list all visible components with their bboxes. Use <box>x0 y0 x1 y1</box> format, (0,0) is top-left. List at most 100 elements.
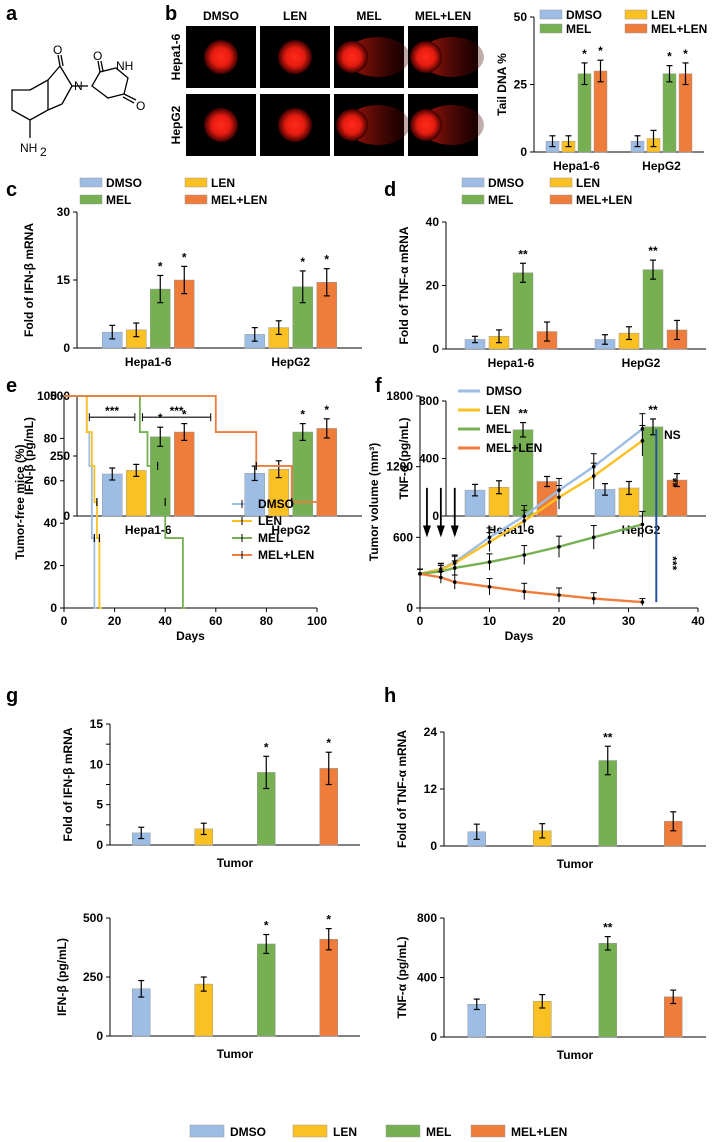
data-point <box>522 553 527 557</box>
y-tick-label: 0 <box>63 341 70 355</box>
legend-swatch <box>539 9 563 20</box>
y-tick-label: 30 <box>57 205 71 219</box>
chart-h2: 0 400 800 TNF-α (pg/mL) ** Tumor <box>395 911 706 1062</box>
significance-label: * <box>182 408 187 422</box>
panel-label-e: e <box>6 375 17 397</box>
data-point <box>487 560 492 564</box>
comet-row-label: HepG2 <box>169 105 183 144</box>
y-tick-label: 1800 <box>386 389 413 403</box>
x-tick-label: Hepa1-6 <box>488 356 535 370</box>
y-tick-label: 0 <box>406 601 413 615</box>
data-point <box>487 540 492 544</box>
bar-mel-len <box>678 73 693 153</box>
legend-label: MEL <box>488 193 513 207</box>
legend-label: LEN <box>211 176 235 190</box>
comet-head <box>410 109 442 141</box>
significance-label: * <box>667 50 672 64</box>
significance-label: * <box>158 411 163 425</box>
y-tick-label: 400 <box>419 452 439 466</box>
x-tick-label: 40 <box>691 614 705 628</box>
comet-head <box>204 40 238 74</box>
legend-label: MEL <box>426 1125 451 1139</box>
chart-d1: 0 20 40 Fold of TNF-α mRNA ** Hepa1-6 ** HepG2 D… <box>397 176 706 370</box>
y-tick-label: 20 <box>44 559 58 573</box>
legend-label: MEL+LEN <box>576 193 632 207</box>
structure-atom-nh: NH <box>116 59 133 73</box>
legend-swatch <box>461 177 485 188</box>
significance-label: *** <box>665 556 679 570</box>
significance-label: * <box>182 250 187 264</box>
y-tick-label: 0 <box>520 145 527 159</box>
y-tick-label: 0 <box>432 509 439 523</box>
significance-label: * <box>324 253 329 267</box>
bar-mel-len <box>593 70 608 153</box>
x-axis-label: Tumor <box>217 856 254 870</box>
panel-label-d: d <box>384 179 396 201</box>
legend-swatch <box>292 1124 328 1138</box>
x-tick-label: 30 <box>622 614 636 628</box>
y-tick-label: 800 <box>417 911 437 925</box>
data-point <box>522 589 527 594</box>
legend-label: MEL+LEN <box>651 22 707 36</box>
y-tick-label: 0 <box>430 839 437 853</box>
bar-len <box>126 470 147 517</box>
y-axis-label: Fold of TNF-α mRNA <box>397 226 411 344</box>
data-point <box>557 495 561 500</box>
y-axis-label: Fold of IFN-β mRNA <box>22 223 36 337</box>
comet-head <box>204 108 238 142</box>
growth-curve-len <box>419 439 644 576</box>
chart-f: 0 600 1200 1800 0 10 20 30 40 Days Tumor volume (m… <box>367 384 705 643</box>
bar-mel <box>292 431 313 517</box>
y-axis-label: Tumor-free mice (%) <box>13 444 27 559</box>
y-tick-label: 60 <box>44 474 58 488</box>
comet-column-label: MEL <box>356 9 381 23</box>
significance-label: ** <box>648 244 658 258</box>
y-tick-label: 1200 <box>386 460 413 474</box>
panel-label-f: f <box>375 375 382 397</box>
legend-label: DMSO <box>566 8 602 22</box>
y-axis-label: IFN-β (pg/mL) <box>55 938 69 1016</box>
bar-mel <box>257 943 276 1037</box>
y-axis-label: Tail DNA % <box>495 53 509 116</box>
significance-label: * <box>683 47 688 61</box>
significance-label: ** <box>665 478 679 488</box>
panel-label-b: b <box>165 3 177 25</box>
x-tick-label: HepG2 <box>622 356 661 370</box>
comet-column-label: LEN <box>283 9 307 23</box>
y-tick-label: 250 <box>50 449 70 463</box>
legend-swatch <box>189 1124 225 1138</box>
legend-swatch <box>385 1124 421 1138</box>
y-tick-label: 80 <box>44 431 58 445</box>
significance-label: ** <box>648 403 658 417</box>
x-axis-label: Days <box>505 629 534 643</box>
chart-h1: 0 12 24 Fold of TNF-α mRNA ** Tumor <box>395 725 706 871</box>
survival-curve-len <box>64 395 102 609</box>
legend-swatch <box>79 177 103 188</box>
legend-label: MEL <box>486 422 511 436</box>
structure-atom-nh2-sub: 2 <box>40 145 47 159</box>
x-tick-label: 20 <box>108 614 122 628</box>
y-tick-label: 10 <box>90 757 104 771</box>
legend-label: LEN <box>486 403 510 417</box>
significance-label: *** <box>170 404 184 418</box>
bar-mel <box>598 943 617 1038</box>
significance-label: *** <box>105 404 119 418</box>
legend-label: DMSO <box>486 384 522 398</box>
data-point <box>640 600 645 604</box>
y-tick-label: 400 <box>417 971 437 985</box>
x-tick-label: 10 <box>483 614 497 628</box>
y-axis-label: TNF-α (pg/mL) <box>395 936 409 1018</box>
significance-label: ** <box>603 730 613 744</box>
y-axis-label: TNF-α (pg/mL) <box>397 417 411 499</box>
data-point <box>452 566 457 570</box>
structure-atom-o2: O <box>93 49 102 63</box>
legend-swatch <box>184 177 208 188</box>
x-tick-label: 0 <box>417 614 424 628</box>
legend-label: MEL+LEN <box>511 1125 567 1139</box>
legend-swatch <box>461 194 485 205</box>
bar-mel <box>150 436 171 517</box>
y-tick-label: 0 <box>63 509 70 523</box>
